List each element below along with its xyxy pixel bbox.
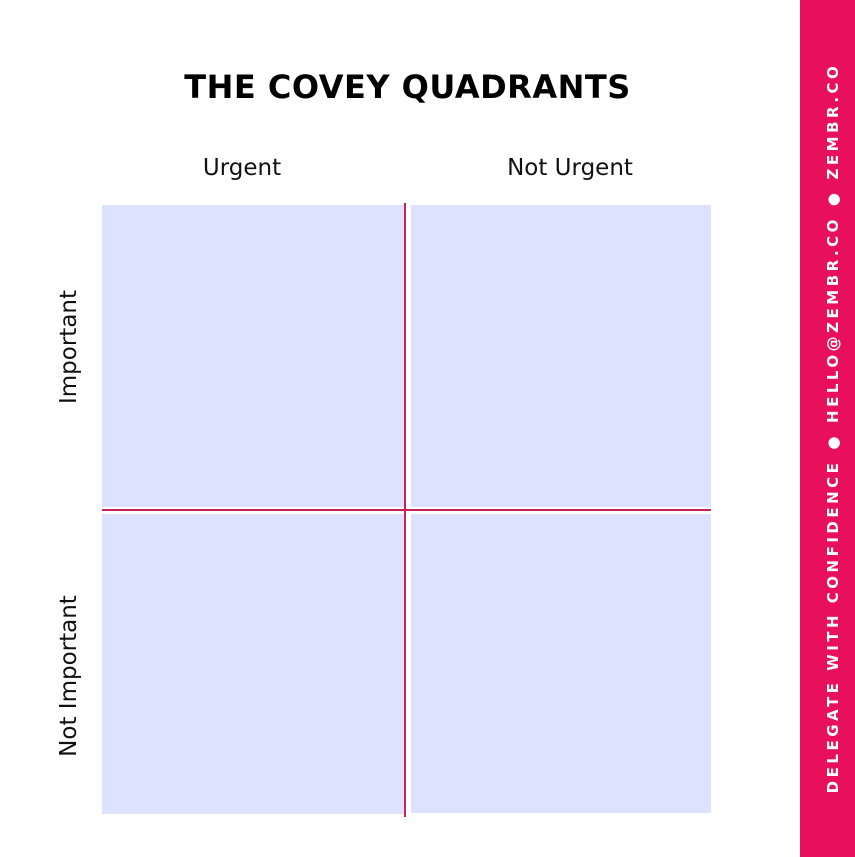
column-label-urgent: Urgent [202, 155, 282, 181]
sidebar-band [800, 0, 855, 857]
sidebar-email: HELLO@ZEMBR.CO [824, 216, 842, 423]
sidebar-text: DELEGATE WITH CONFIDENCE ● HELLO@ZEMBR.CO ●… [824, 63, 842, 794]
column-label-not-urgent: Not Urgent [507, 155, 633, 181]
quadrant-urgent-important [102, 205, 404, 507]
quadrant-not-urgent-not-important [411, 514, 711, 813]
quadrant-urgent-not-important [102, 514, 404, 814]
sidebar-tagline: DELEGATE WITH CONFIDENCE [824, 459, 842, 794]
page-title: THE COVEY QUADRANTS [184, 68, 631, 106]
quadrant-not-urgent-important [411, 205, 711, 507]
sidebar-website: ZEMBR.CO [824, 62, 842, 180]
bullet-separator: ● [824, 432, 842, 450]
bullet-separator: ● [824, 189, 842, 207]
row-label-important: Important [56, 289, 82, 405]
row-label-not-important: Not Important [56, 595, 82, 757]
horizontal-divider [102, 509, 711, 511]
